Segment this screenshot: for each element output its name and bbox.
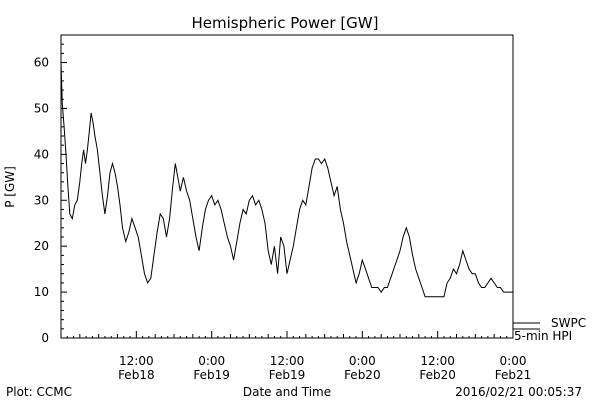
y-tick-label: 20 (34, 239, 49, 253)
x-tick-date-label: Feb18 (118, 368, 155, 382)
x-tick-time-label: 0:00 (198, 354, 225, 368)
x-tick-date-label: Feb20 (419, 368, 456, 382)
x-tick-date-label: Feb21 (495, 368, 532, 382)
y-axis-ticks: 0 10 20 30 40 50 60 (34, 34, 67, 345)
x-tick-time-label: 12:00 (420, 354, 455, 368)
hpi-series-line (60, 62, 513, 298)
y-tick-label: 10 (34, 285, 49, 299)
x-tick-date-label: Feb20 (344, 368, 381, 382)
y-tick-label: 0 (41, 331, 49, 345)
x-tick-date-label: Feb19 (269, 368, 306, 382)
plot-timestamp: 2016/02/21 00:05:37 (455, 385, 582, 399)
legend-hpi-label: 5-min HPI (514, 329, 572, 343)
x-tick-time-label: 12:00 (119, 354, 154, 368)
x-tick-time-label: 12:00 (270, 354, 305, 368)
y-axis-label: P [GW] (3, 166, 17, 208)
legend: SWPC 5-min HPI (513, 316, 586, 343)
x-axis-ticks: 12:00Feb180:00Feb1912:00Feb190:00Feb2012… (60, 331, 532, 382)
y-tick-label: 50 (34, 101, 49, 115)
x-tick-time-label: 0:00 (349, 354, 376, 368)
x-tick-time-label: 0:00 (500, 354, 527, 368)
x-axis-label: Date and Time (243, 385, 331, 399)
y-tick-label: 40 (34, 147, 49, 161)
y-tick-label: 30 (34, 193, 49, 207)
x-tick-date-label: Feb19 (193, 368, 230, 382)
chart-title: Hemispheric Power [GW] (192, 14, 379, 32)
legend-swpc-label: SWPC (551, 316, 586, 330)
y-tick-label: 60 (34, 56, 49, 70)
plot-credit: Plot: CCMC (6, 385, 72, 399)
